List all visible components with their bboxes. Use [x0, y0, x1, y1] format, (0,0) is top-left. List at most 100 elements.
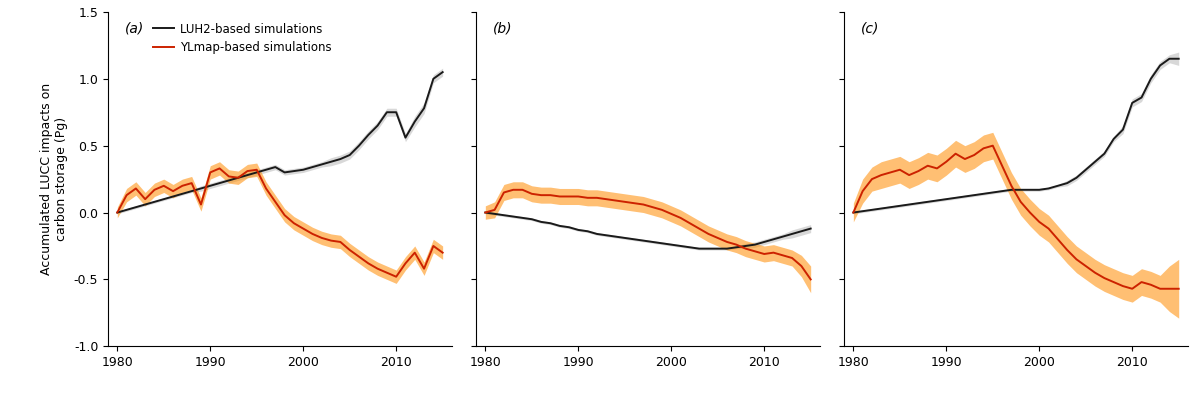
YLmap-based simulations [426, 244, 440, 248]
YLmap-based simulations [416, 266, 431, 271]
LUH2-based simulations [1088, 159, 1103, 164]
YLmap-based simulations [506, 187, 521, 192]
YLmap-based simulations [1032, 220, 1046, 224]
YLmap-based simulations [865, 177, 880, 181]
YLmap-based simulations [967, 153, 982, 158]
LUH2-based simulations [193, 186, 208, 191]
YLmap-based simulations [958, 157, 972, 162]
YLmap-based simulations [1088, 270, 1103, 275]
YLmap-based simulations [175, 183, 190, 188]
YLmap-based simulations [683, 221, 697, 226]
LUH2-based simulations [701, 246, 715, 251]
YLmap-based simulations [655, 207, 670, 212]
LUH2-based simulations [342, 153, 356, 158]
LUH2-based simulations [930, 198, 944, 203]
LUH2-based simulations [416, 106, 431, 111]
YLmap-based simulations [720, 240, 734, 244]
LUH2-based simulations [608, 234, 623, 239]
Text: (a): (a) [125, 22, 144, 36]
YLmap-based simulations [250, 167, 264, 172]
LUH2-based simulations [230, 176, 245, 180]
LUH2-based simulations [296, 167, 311, 172]
YLmap-based simulations [1042, 226, 1056, 231]
LUH2-based simulations [874, 206, 888, 211]
Text: (c): (c) [862, 22, 880, 36]
LUH2-based simulations [138, 202, 152, 207]
YLmap-based simulations [1153, 287, 1168, 291]
LUH2-based simulations [710, 246, 725, 251]
Line: YLmap-based simulations: YLmap-based simulations [853, 146, 1178, 289]
LUH2-based simulations [636, 238, 650, 243]
Line: LUH2-based simulations: LUH2-based simulations [485, 213, 811, 249]
LUH2-based simulations [277, 170, 292, 175]
LUH2-based simulations [911, 201, 925, 205]
YLmap-based simulations [1051, 237, 1066, 242]
YLmap-based simulations [193, 202, 208, 207]
YLmap-based simulations [874, 173, 888, 178]
YLmap-based simulations [995, 163, 1009, 168]
YLmap-based simulations [902, 173, 917, 178]
LUH2-based simulations [371, 123, 385, 128]
LUH2-based simulations [1004, 187, 1019, 192]
LUH2-based simulations [1032, 187, 1046, 192]
LUH2-based simulations [352, 143, 366, 148]
YLmap-based simulations [1022, 210, 1037, 215]
LUH2-based simulations [128, 205, 143, 210]
Line: YLmap-based simulations: YLmap-based simulations [118, 168, 443, 277]
LUH2-based simulations [985, 190, 1000, 195]
LUH2-based simulations [487, 211, 502, 216]
LUH2-based simulations [506, 214, 521, 219]
LUH2-based simulations [175, 191, 190, 196]
LUH2-based simulations [1171, 57, 1186, 61]
YLmap-based simulations [664, 211, 678, 216]
YLmap-based simulations [883, 170, 898, 175]
YLmap-based simulations [544, 193, 558, 197]
YLmap-based simulations [222, 174, 236, 179]
YLmap-based simulations [626, 201, 641, 205]
YLmap-based simulations [730, 242, 744, 247]
LUH2-based simulations [1144, 76, 1158, 81]
Y-axis label: Accumulated LUCC impacts on
carbon storage (Pg): Accumulated LUCC impacts on carbon stora… [41, 83, 68, 275]
YLmap-based simulations [203, 170, 217, 175]
LUH2-based simulations [497, 213, 511, 218]
YLmap-based simulations [562, 194, 576, 199]
LUH2-based simulations [683, 245, 697, 250]
YLmap-based simulations [334, 240, 348, 244]
LUH2-based simulations [775, 234, 790, 239]
LUH2-based simulations [977, 191, 991, 196]
Line: LUH2-based simulations: LUH2-based simulations [853, 59, 1178, 213]
YLmap-based simulations [342, 248, 356, 252]
YLmap-based simulations [166, 189, 180, 193]
YLmap-based simulations [748, 249, 762, 254]
LUH2-based simulations [1022, 187, 1037, 192]
LUH2-based simulations [1097, 151, 1111, 156]
YLmap-based simulations [767, 250, 781, 255]
YLmap-based simulations [534, 193, 548, 197]
LUH2-based simulations [581, 229, 595, 234]
LUH2-based simulations [967, 193, 982, 197]
LUH2-based simulations [156, 197, 170, 201]
LUH2-based simulations [1134, 95, 1148, 100]
LUH2-based simulations [1106, 137, 1121, 141]
YLmap-based simulations [1097, 276, 1111, 281]
LUH2-based simulations [883, 205, 898, 210]
LUH2-based simulations [110, 210, 125, 215]
LUH2-based simulations [389, 110, 403, 115]
LUH2-based simulations [408, 119, 422, 124]
YLmap-based simulations [259, 186, 274, 191]
YLmap-based simulations [911, 169, 925, 174]
LUH2-based simulations [673, 244, 688, 248]
LUH2-based simulations [324, 159, 338, 164]
YLmap-based simulations [436, 250, 450, 255]
LUH2-based simulations [1060, 181, 1074, 185]
YLmap-based simulations [977, 146, 991, 151]
YLmap-based simulations [371, 266, 385, 271]
LUH2-based simulations [865, 207, 880, 212]
YLmap-based simulations [599, 197, 613, 201]
LUH2-based simulations [426, 76, 440, 81]
YLmap-based simulations [893, 167, 907, 172]
LUH2-based simulations [305, 165, 319, 170]
LUH2-based simulations [720, 246, 734, 251]
YLmap-based simulations [497, 190, 511, 195]
LUH2-based simulations [1163, 57, 1177, 61]
